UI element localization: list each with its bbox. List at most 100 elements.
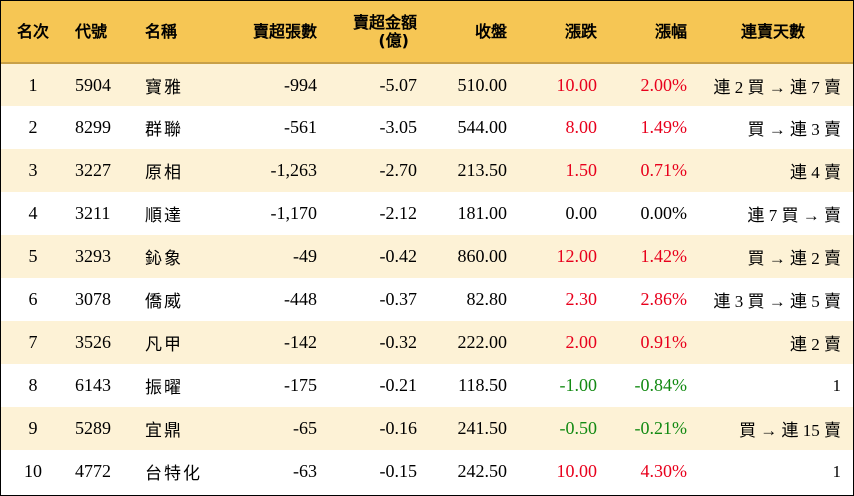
cell-change-pct: 0.00% <box>640 203 688 223</box>
cell-net-sell-lots: -175 <box>284 375 317 395</box>
table-row: 5 3293 鈊象 -49 -0.42 860.00 12.00 1.42% 買 → 連 2 賣 <box>1 235 853 278</box>
cell-streak: 買 → 連 3 賣 <box>747 120 842 139</box>
cell-streak: 連 2 賣 <box>790 335 841 354</box>
cell-change: -1.00 <box>559 375 598 395</box>
cell-rank: 8 <box>28 375 38 395</box>
cell-rank: 1 <box>28 74 38 95</box>
table-row: 8 6143 振曜 -175 -0.21 118.50 -1.00 -0.84% 1 <box>1 364 853 407</box>
header-net-sell-amount-line2: (億) <box>378 30 409 50</box>
cell-change-pct: 0.91% <box>640 332 688 352</box>
cell-streak: 買 → 連 2 賣 <box>747 249 842 268</box>
cell-change-pct: 2.00% <box>640 74 688 95</box>
cell-code: 3211 <box>75 203 111 223</box>
cell-code: 5904 <box>75 74 111 95</box>
cell-name: 台特化 <box>145 464 202 484</box>
table-row: 4 3211 順達 -1,170 -2.12 181.00 0.00 0.00% 連 7 買 →… <box>1 192 853 235</box>
cell-code: 6143 <box>75 375 111 395</box>
cell-change-pct: 4.30% <box>640 461 688 481</box>
cell-change-pct: -0.84% <box>634 375 688 395</box>
header-code: 代號 <box>65 1 133 64</box>
cell-change: 1.50 <box>565 160 598 180</box>
header-close: 收盤 <box>423 1 513 64</box>
cell-change: 2.00 <box>565 332 598 352</box>
cell-name: 順達 <box>145 206 183 226</box>
cell-close: 222.00 <box>457 332 508 352</box>
cell-close: 181.00 <box>457 203 508 223</box>
cell-net-sell-amount: -3.05 <box>379 117 418 137</box>
cell-change: 12.00 <box>556 246 598 266</box>
cell-net-sell-amount: -0.21 <box>379 375 418 395</box>
cell-streak: 連 3 買 → 連 5 賣 <box>713 292 842 311</box>
cell-name: 鈊象 <box>145 249 183 269</box>
cell-code: 3078 <box>75 289 111 309</box>
cell-code: 4772 <box>75 461 111 481</box>
cell-net-sell-amount: -0.15 <box>379 461 418 481</box>
cell-rank: 4 <box>28 203 38 223</box>
table-body: 1 5904 寶雅 -994 -5.07 510.00 10.00 2.00% 連 2 買 → … <box>1 63 853 493</box>
header-net-sell-amount: 賣超金額 (億) <box>323 1 423 64</box>
cell-streak: 連 4 賣 <box>790 163 841 182</box>
cell-change-pct: 0.71% <box>640 160 688 180</box>
cell-change-pct: -0.21% <box>634 418 688 438</box>
cell-name: 振曜 <box>145 378 183 398</box>
cell-close: 82.80 <box>466 289 508 309</box>
cell-net-sell-lots: -994 <box>284 74 317 95</box>
cell-change-pct: 1.42% <box>640 246 688 266</box>
cell-net-sell-lots: -65 <box>293 418 317 438</box>
cell-close: 213.50 <box>457 160 508 180</box>
cell-change: -0.50 <box>559 418 598 438</box>
cell-rank: 9 <box>28 418 38 438</box>
cell-streak: 1 <box>832 375 842 395</box>
cell-rank: 7 <box>28 332 38 352</box>
cell-change-pct: 1.49% <box>640 117 688 137</box>
table-row: 6 3078 僑威 -448 -0.37 82.80 2.30 2.86% 連 3 買 → 連 … <box>1 278 853 321</box>
cell-rank: 6 <box>28 289 38 309</box>
header-rank: 名次 <box>1 1 65 64</box>
cell-net-sell-amount: -0.37 <box>379 289 418 309</box>
header-change: 漲跌 <box>513 1 603 64</box>
cell-net-sell-lots: -49 <box>293 246 317 266</box>
header-streak: 連賣天數 <box>693 1 853 64</box>
cell-net-sell-lots: -63 <box>293 461 317 481</box>
cell-rank: 10 <box>24 461 42 481</box>
cell-streak: 連 2 買 → 連 7 賣 <box>713 77 842 97</box>
cell-close: 860.00 <box>457 246 508 266</box>
cell-code: 5289 <box>75 418 111 438</box>
cell-name: 凡甲 <box>145 335 183 355</box>
header-name: 名稱 <box>133 1 223 64</box>
cell-net-sell-amount: -2.12 <box>379 203 418 223</box>
cell-rank: 5 <box>28 246 38 266</box>
cell-code: 8299 <box>75 117 111 137</box>
cell-code: 3227 <box>75 160 111 180</box>
cell-net-sell-lots: -561 <box>284 117 317 137</box>
cell-net-sell-amount: -0.16 <box>379 418 418 438</box>
cell-net-sell-amount: -5.07 <box>379 74 418 95</box>
cell-change: 2.30 <box>565 289 598 309</box>
cell-close: 544.00 <box>457 117 508 137</box>
table-row: 10 4772 台特化 -63 -0.15 242.50 10.00 4.30% 1 <box>1 450 853 493</box>
cell-close: 118.50 <box>458 375 507 395</box>
cell-streak: 1 <box>832 461 842 481</box>
table-row: 2 8299 群聯 -561 -3.05 544.00 8.00 1.49% 買 → 連 3 賣 <box>1 106 853 149</box>
header-change-pct: 漲幅 <box>603 1 693 64</box>
cell-close: 242.50 <box>457 461 508 481</box>
cell-streak: 買 → 連 15 賣 <box>739 421 841 440</box>
cell-close: 241.50 <box>457 418 508 438</box>
header-net-sell-amount-line1: 賣超金額 <box>352 12 417 32</box>
header-row: 名次 代號 名稱 賣超張數 賣超金額 (億) 收盤 漲跌 漲幅 連賣天數 <box>1 1 853 64</box>
cell-name: 宜鼎 <box>145 421 183 441</box>
cell-rank: 2 <box>28 117 38 137</box>
table-row: 3 3227 原相 -1,263 -2.70 213.50 1.50 0.71% 連 4 賣 <box>1 149 853 192</box>
cell-close: 510.00 <box>457 74 508 95</box>
cell-code: 3293 <box>75 246 111 266</box>
cell-net-sell-lots: -142 <box>284 332 317 352</box>
cell-change: 0.00 <box>565 203 598 223</box>
header-net-sell-lots: 賣超張數 <box>223 1 323 64</box>
cell-name: 僑威 <box>145 292 183 312</box>
cell-name: 寶雅 <box>145 77 183 98</box>
cell-name: 原相 <box>145 163 183 183</box>
cell-net-sell-lots: -448 <box>284 289 317 309</box>
cell-change: 10.00 <box>556 74 598 95</box>
